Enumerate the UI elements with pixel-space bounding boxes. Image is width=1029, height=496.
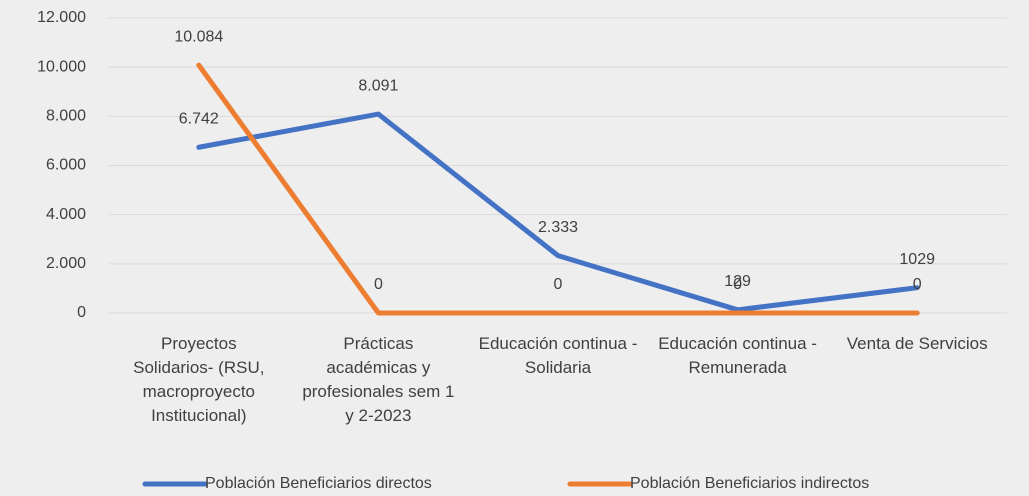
legend-label: Población Beneficiarios directos: [205, 475, 432, 492]
x-tick-label: Prácticas académicas y profesionales sem…: [302, 334, 455, 425]
line-series: [196, 111, 920, 313]
data-label: 1029: [899, 251, 935, 268]
data-label: 0: [374, 276, 383, 293]
data-label: 0: [913, 276, 922, 293]
data-label: 6.742: [179, 110, 219, 127]
x-tick-label: Educación continua - Remunerada: [658, 334, 817, 377]
data-label: 8.091: [358, 77, 398, 94]
y-tick-label: 2.000: [46, 255, 86, 272]
x-tick-label: Venta de Servicios: [846, 334, 988, 353]
y-tick-label: 8.000: [46, 108, 86, 125]
data-label: 10.084: [174, 28, 223, 45]
y-tick-label: 10.000: [37, 58, 86, 75]
y-tick-label: 0: [77, 304, 86, 321]
legend-label: Población Beneficiarios indirectos: [630, 475, 869, 492]
y-tick-label: 6.000: [46, 157, 86, 174]
x-tick-label: Educación continua - Solidaria: [478, 334, 638, 377]
data-label: 129: [724, 273, 751, 290]
data-label: 0: [554, 276, 563, 293]
data-label: 2.333: [538, 219, 578, 236]
data-label: 0: [733, 276, 742, 293]
x-tick-label: Proyectos Solidarios- (RSU, macroproyect…: [133, 334, 265, 425]
y-tick-label: 4.000: [46, 206, 86, 223]
y-tick-label: 12.000: [37, 9, 86, 26]
line-series: [196, 62, 920, 316]
